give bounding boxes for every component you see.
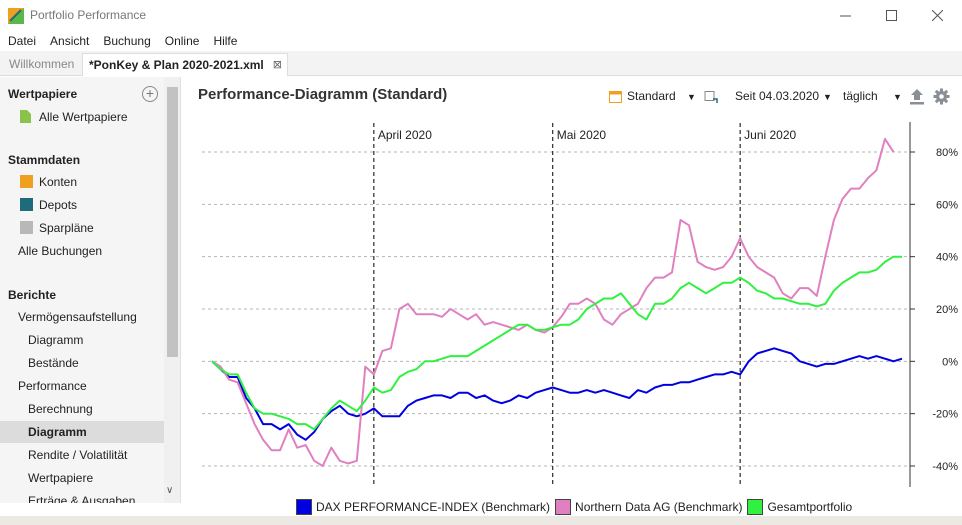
sidebar-item-diagramm-vermoegen[interactable]: Diagramm — [28, 333, 84, 347]
savings-plan-icon — [20, 221, 33, 234]
sidebar-item-performance[interactable]: Performance — [18, 379, 87, 393]
window-title: Portfolio Performance — [30, 8, 147, 22]
sidebar-item-konten[interactable]: Konten — [20, 171, 77, 193]
sidebar-item-bestaende[interactable]: Bestände — [28, 356, 79, 370]
minimize-button[interactable] — [822, 0, 868, 31]
minimize-icon — [839, 15, 851, 17]
month-marker-label: Juni 2020 — [744, 128, 796, 142]
chevron-down-icon[interactable]: ▼ — [893, 92, 902, 102]
tab-close-icon[interactable]: ⊠ — [272, 59, 282, 71]
sidebar-header-berichte: Berichte — [8, 288, 57, 302]
menu-buchung[interactable]: Buchung — [103, 34, 151, 48]
legend-swatch — [555, 499, 572, 515]
add-icon[interactable]: + — [142, 86, 158, 102]
chart-legend: DAX PERFORMANCE-INDEX (Benchmark) Northe… — [296, 498, 857, 516]
legend-label: Northern Data AG (Benchmark) — [575, 500, 743, 514]
tab-bar: Willkommen *PonKey & Plan 2020-2021.xml … — [0, 51, 962, 76]
sidebar-header-stammdaten: Stammdaten — [8, 153, 81, 167]
sidebar-item-berechnung[interactable]: Berechnung — [28, 402, 93, 416]
legend-item[interactable]: DAX PERFORMANCE-INDEX (Benchmark) — [296, 499, 550, 515]
sidebar-item-diagramm-performance[interactable]: Diagramm — [0, 421, 164, 443]
sidebar-item-sparplaene[interactable]: Sparpläne — [20, 217, 94, 239]
menu-online[interactable]: Online — [164, 34, 200, 48]
close-button[interactable] — [914, 0, 960, 31]
sidebar-scroll-thumb[interactable] — [167, 87, 178, 357]
series-line-1[interactable] — [211, 347, 903, 441]
y-tick-label: 60% — [936, 199, 958, 211]
sidebar-item-label: Depots — [39, 198, 78, 212]
file-icon — [20, 110, 31, 123]
taskbar-strip — [0, 516, 962, 525]
y-tick-label: 40% — [936, 252, 958, 264]
month-marker-label: April 2020 — [378, 128, 432, 142]
app-logo-icon — [8, 8, 24, 24]
y-tick-label: -40% — [932, 461, 958, 473]
y-tick-label: 80% — [936, 147, 958, 159]
tab-willkommen[interactable]: Willkommen — [9, 57, 75, 71]
main-panel: Performance-Diagramm (Standard) Standard… — [182, 77, 962, 503]
legend-swatch — [747, 499, 764, 515]
legend-label: DAX PERFORMANCE-INDEX (Benchmark) — [316, 500, 551, 514]
sidebar-item-depots[interactable]: Depots — [20, 194, 77, 216]
sidebar-item-rendite-volatilitaet[interactable]: Rendite / Volatilität — [28, 448, 128, 462]
tab-portfolio-file-label: *PonKey & Plan 2020-2021.xml — [89, 58, 264, 72]
sidebar-item-label: Konten — [39, 175, 78, 189]
period-dropdown[interactable]: Seit 04.03.2020 — [735, 89, 820, 103]
tab-portfolio-file[interactable]: *PonKey & Plan 2020-2021.xml ⊠ — [82, 53, 288, 76]
chevron-down-icon[interactable]: ▼ — [687, 92, 696, 102]
menu-datei[interactable]: Datei — [8, 34, 37, 48]
sidebar-item-label: Sparpläne — [39, 221, 94, 235]
maximize-button[interactable] — [868, 0, 914, 31]
maximize-icon — [885, 10, 897, 21]
export-icon[interactable] — [909, 88, 925, 105]
chart-config-dropdown[interactable]: Standard — [627, 89, 676, 103]
performance-chart: April 2020 Mai 2020 Juni 2020 80% 60% 40% 20%… — [202, 122, 958, 487]
interval-dropdown[interactable]: täglich — [843, 89, 878, 103]
depot-icon — [20, 198, 33, 211]
y-tick-label: 20% — [936, 304, 958, 316]
y-tick-label: -20% — [932, 409, 958, 421]
date-range-icon[interactable] — [704, 90, 718, 104]
legend-swatch — [296, 499, 312, 515]
sidebar-item-alle-buchungen[interactable]: Alle Buchungen — [18, 244, 103, 258]
legend-item[interactable]: Gesamtportfolio — [747, 499, 852, 515]
y-tick-label: 0% — [942, 356, 958, 368]
sidebar-item-alle-wertpapiere[interactable]: Alle Wertpapiere — [20, 106, 128, 128]
sidebar-item-label: Alle Wertpapiere — [39, 110, 128, 124]
legend-item[interactable]: Northern Data AG (Benchmark) — [555, 499, 742, 515]
page-title: Performance-Diagramm (Standard) — [198, 86, 448, 103]
month-marker-label: Mai 2020 — [557, 128, 607, 142]
sidebar: Wertpapiere + Alle Wertpapiere Stammdate… — [0, 77, 181, 503]
chevron-down-icon[interactable]: ▼ — [823, 92, 832, 102]
menu-ansicht[interactable]: Ansicht — [50, 34, 90, 48]
sidebar-item-ertraege-ausgaben[interactable]: Erträge & Ausgaben — [28, 494, 136, 503]
scroll-down-icon[interactable]: ∨ — [166, 485, 174, 496]
menu-hilfe[interactable]: Hilfe — [213, 34, 238, 48]
title-bar: Portfolio Performance — [0, 0, 962, 31]
calendar-icon — [609, 91, 622, 103]
close-icon — [931, 10, 943, 21]
account-icon — [20, 175, 33, 188]
settings-gear-icon[interactable] — [933, 88, 950, 105]
series-line-3[interactable] — [211, 255, 902, 431]
sidebar-item-vermoegensaufstellung[interactable]: Vermögensaufstellung — [18, 310, 137, 324]
sidebar-item-wertpapiere[interactable]: Wertpapiere — [28, 471, 94, 485]
legend-label: Gesamtportfolio — [767, 500, 853, 514]
sidebar-header-wertpapiere: Wertpapiere — [8, 87, 78, 101]
menu-bar: Datei Ansicht Buchung Online Hilfe — [0, 31, 962, 51]
